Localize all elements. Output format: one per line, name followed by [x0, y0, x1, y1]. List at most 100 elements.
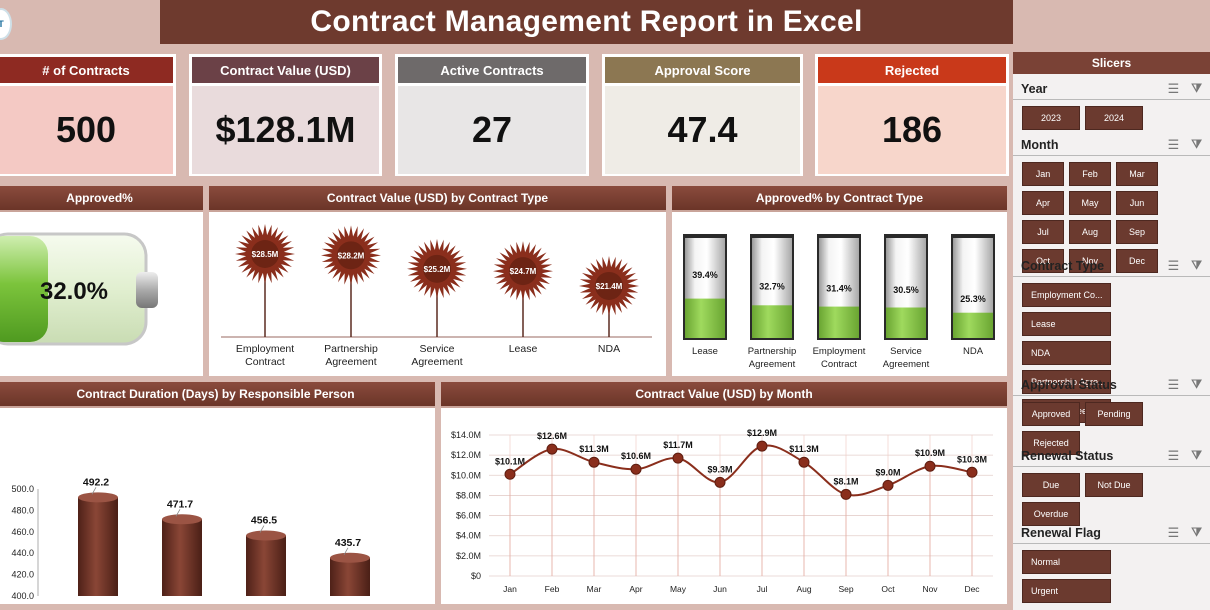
slicer-button[interactable]: Nov: [1069, 249, 1111, 273]
slicer-button[interactable]: Aug: [1069, 220, 1111, 244]
slicer-label: Year: [1021, 81, 1048, 96]
slicer-button[interactable]: Sep: [1116, 220, 1158, 244]
kpi-label: Approval Score: [605, 57, 800, 83]
slicer-button[interactable]: Lease: [1022, 312, 1111, 336]
slicer-button[interactable]: Jul: [1022, 220, 1064, 244]
data-label: $12.9M: [747, 428, 777, 438]
x-tick-label: Agreement: [749, 359, 796, 370]
y-tick-label: $6.0M: [456, 511, 481, 521]
slicer-button[interactable]: Rejected: [1022, 431, 1080, 455]
burst-center: [423, 254, 451, 283]
x-tick-label: Agreement: [325, 356, 376, 368]
approved-pct-panel: Approved% 32.0%: [0, 186, 203, 376]
data-label: $9.0M: [875, 467, 900, 477]
multi-select-icon[interactable]: ☰: [1167, 136, 1180, 152]
multi-select-icon[interactable]: ☰: [1167, 257, 1180, 273]
x-tick-label: Lease: [692, 346, 718, 357]
x-tick-label: Contract: [245, 356, 285, 368]
multi-select-icon[interactable]: ☰: [1167, 447, 1180, 463]
kpi-card-contracts: # of Contracts 500: [0, 54, 176, 176]
slicer-icons: ☰ ⧩: [1168, 448, 1202, 464]
slicer-button[interactable]: Approved: [1022, 402, 1080, 426]
slicer-label: Contract Type: [1021, 258, 1105, 273]
line-point: [630, 463, 642, 475]
clear-filter-icon[interactable]: ⧩: [1191, 447, 1202, 462]
data-label: 492.2: [83, 476, 109, 488]
clear-filter-icon[interactable]: ⧩: [1191, 257, 1202, 272]
line-point: [798, 456, 810, 468]
line-point: [714, 476, 726, 488]
slicer-button[interactable]: Employment Co...: [1022, 283, 1111, 307]
slicer-button[interactable]: Partnership Agre...: [1022, 370, 1111, 394]
panel-title: Contract Value (USD) by Month: [441, 382, 1007, 408]
data-label: 39.4%: [692, 270, 718, 280]
y-tick-label: $0: [471, 571, 481, 581]
slicer-button[interactable]: Urgent: [1022, 579, 1111, 603]
clear-filter-icon[interactable]: ⧩: [1191, 524, 1202, 539]
slicer-items: Jan Feb Mar Apr May Jun Jul Aug Sep Oct Nov Dec: [1013, 156, 1210, 273]
data-label: 471.7: [167, 498, 193, 510]
kpi-card-rejected: Rejected 186: [815, 54, 1009, 176]
kpi-label: Active Contracts: [398, 57, 586, 83]
line-point: [504, 468, 516, 480]
slicer-button[interactable]: Oct: [1022, 249, 1064, 273]
data-label: $10.6M: [621, 451, 651, 461]
slicer-button[interactable]: May: [1069, 191, 1111, 215]
value-by-type-panel: Contract Value (USD) by Contract Type $2…: [209, 186, 666, 376]
y-tick-label: $10.0M: [451, 470, 481, 480]
multi-select-icon[interactable]: ☰: [1167, 376, 1180, 392]
data-label: 435.7: [335, 537, 361, 549]
slicer-button[interactable]: Overdue: [1022, 502, 1080, 526]
slicer-button[interactable]: NDA: [1022, 341, 1111, 365]
kpi-value: 500: [0, 86, 173, 174]
slicer-button[interactable]: 2023: [1022, 106, 1080, 130]
slicer-button[interactable]: Normal: [1022, 550, 1111, 574]
label-leader: [91, 487, 97, 495]
slicer-button[interactable]: Jan: [1022, 162, 1064, 186]
multi-select-icon[interactable]: ☰: [1167, 524, 1180, 540]
slicer-header: Month ☰ ⧩: [1013, 134, 1210, 156]
slicer-button[interactable]: Pending: [1085, 402, 1143, 426]
cylinder-bar: [78, 497, 118, 596]
line-point: [882, 479, 894, 491]
x-tick-label: Aug: [796, 584, 811, 594]
multi-select-icon[interactable]: ☰: [1167, 80, 1180, 96]
slicer-button[interactable]: Feb: [1069, 162, 1111, 186]
tube-fill: [886, 307, 926, 338]
data-label: $9.3M: [707, 464, 732, 474]
slicer-button[interactable]: Jun: [1116, 191, 1158, 215]
slicer-button[interactable]: Mar: [1116, 162, 1158, 186]
slicer-button[interactable]: Apr: [1022, 191, 1064, 215]
kpi-value: 27: [398, 86, 586, 174]
clear-filter-icon[interactable]: ⧩: [1191, 376, 1202, 391]
x-tick-label: NDA: [598, 343, 620, 355]
data-label: $11.3M: [579, 444, 609, 454]
x-tick-label: Service: [890, 346, 922, 357]
data-label: $10.1M: [495, 456, 525, 466]
x-tick-label: NDA: [963, 346, 984, 357]
duration-by-person-panel: Contract Duration (Days) by Responsible …: [0, 382, 435, 604]
slicer-button[interactable]: 2024: [1085, 106, 1143, 130]
slicer-label: Renewal Status: [1021, 448, 1114, 463]
slicer-button[interactable]: Not Due: [1085, 473, 1143, 497]
y-tick-label: $8.0M: [456, 490, 481, 500]
data-label: $12.6M: [537, 431, 567, 441]
line-point: [756, 440, 768, 452]
slicer-month: Month ☰ ⧩ Jan Feb Mar Apr May Jun Jul Aug Sep Oct Nov…: [1013, 134, 1210, 273]
burst-center: [337, 241, 365, 270]
clear-filter-icon[interactable]: ⧩: [1191, 136, 1202, 151]
data-label: 31.4%: [826, 284, 852, 294]
slicer-button[interactable]: Due: [1022, 473, 1080, 497]
data-label: $25.2M: [424, 265, 451, 274]
clear-filter-icon[interactable]: ⧩: [1191, 80, 1202, 95]
slicer-items: Normal Urgent: [1013, 544, 1210, 603]
data-label: $28.2M: [338, 251, 365, 260]
y-tick-label: 480.0: [11, 505, 34, 515]
kpi-label: # of Contracts: [0, 57, 173, 83]
slicer-button[interactable]: Dec: [1116, 249, 1158, 273]
duration-by-person-chart: 500.0480.0460.0440.0420.0400.0492.2Noah …: [11, 476, 370, 601]
y-tick-label: $4.0M: [456, 531, 481, 541]
data-label: $28.5M: [252, 250, 279, 259]
slicer-pane-title: Slicers: [1013, 52, 1210, 74]
cylinder-top: [78, 492, 118, 503]
